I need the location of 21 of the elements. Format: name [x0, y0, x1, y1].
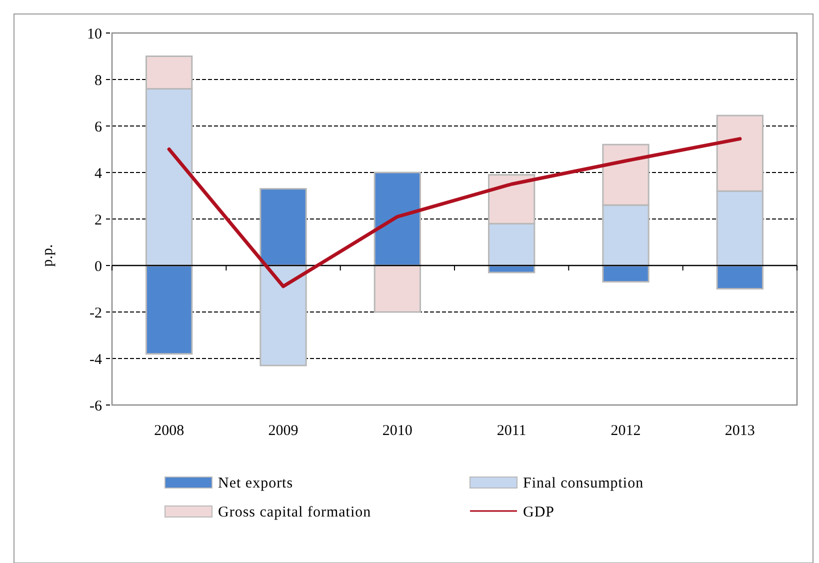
x-tick-label: 2010 [382, 423, 412, 439]
legend-label: GDP [523, 504, 555, 520]
x-tick-label: 2011 [496, 423, 526, 439]
y-tick-label: 8 [94, 72, 102, 89]
legend-label: Net exports [218, 475, 294, 492]
x-tick-label: 2008 [154, 423, 184, 439]
y-tick-label: 6 [94, 119, 102, 136]
x-tick-label: 2013 [724, 423, 755, 439]
x-tick-label: 2009 [268, 423, 298, 439]
y-tick-label: -4 [90, 352, 102, 368]
y-axis-title: p.p. [40, 244, 56, 267]
y-tick-label: -6 [90, 398, 102, 414]
y-tick-label: 4 [94, 166, 102, 182]
y-tick-label: 10 [87, 26, 102, 42]
x-tick-label: 2012 [610, 423, 641, 439]
line-series [167, 137, 742, 288]
y-tick-label: -2 [90, 305, 102, 322]
legend-label: Gross capital formation [218, 504, 372, 520]
y-tick-label: 0 [94, 258, 102, 275]
legend-label: Final consumption [523, 475, 644, 492]
y-tick-label: 2 [94, 212, 102, 228]
